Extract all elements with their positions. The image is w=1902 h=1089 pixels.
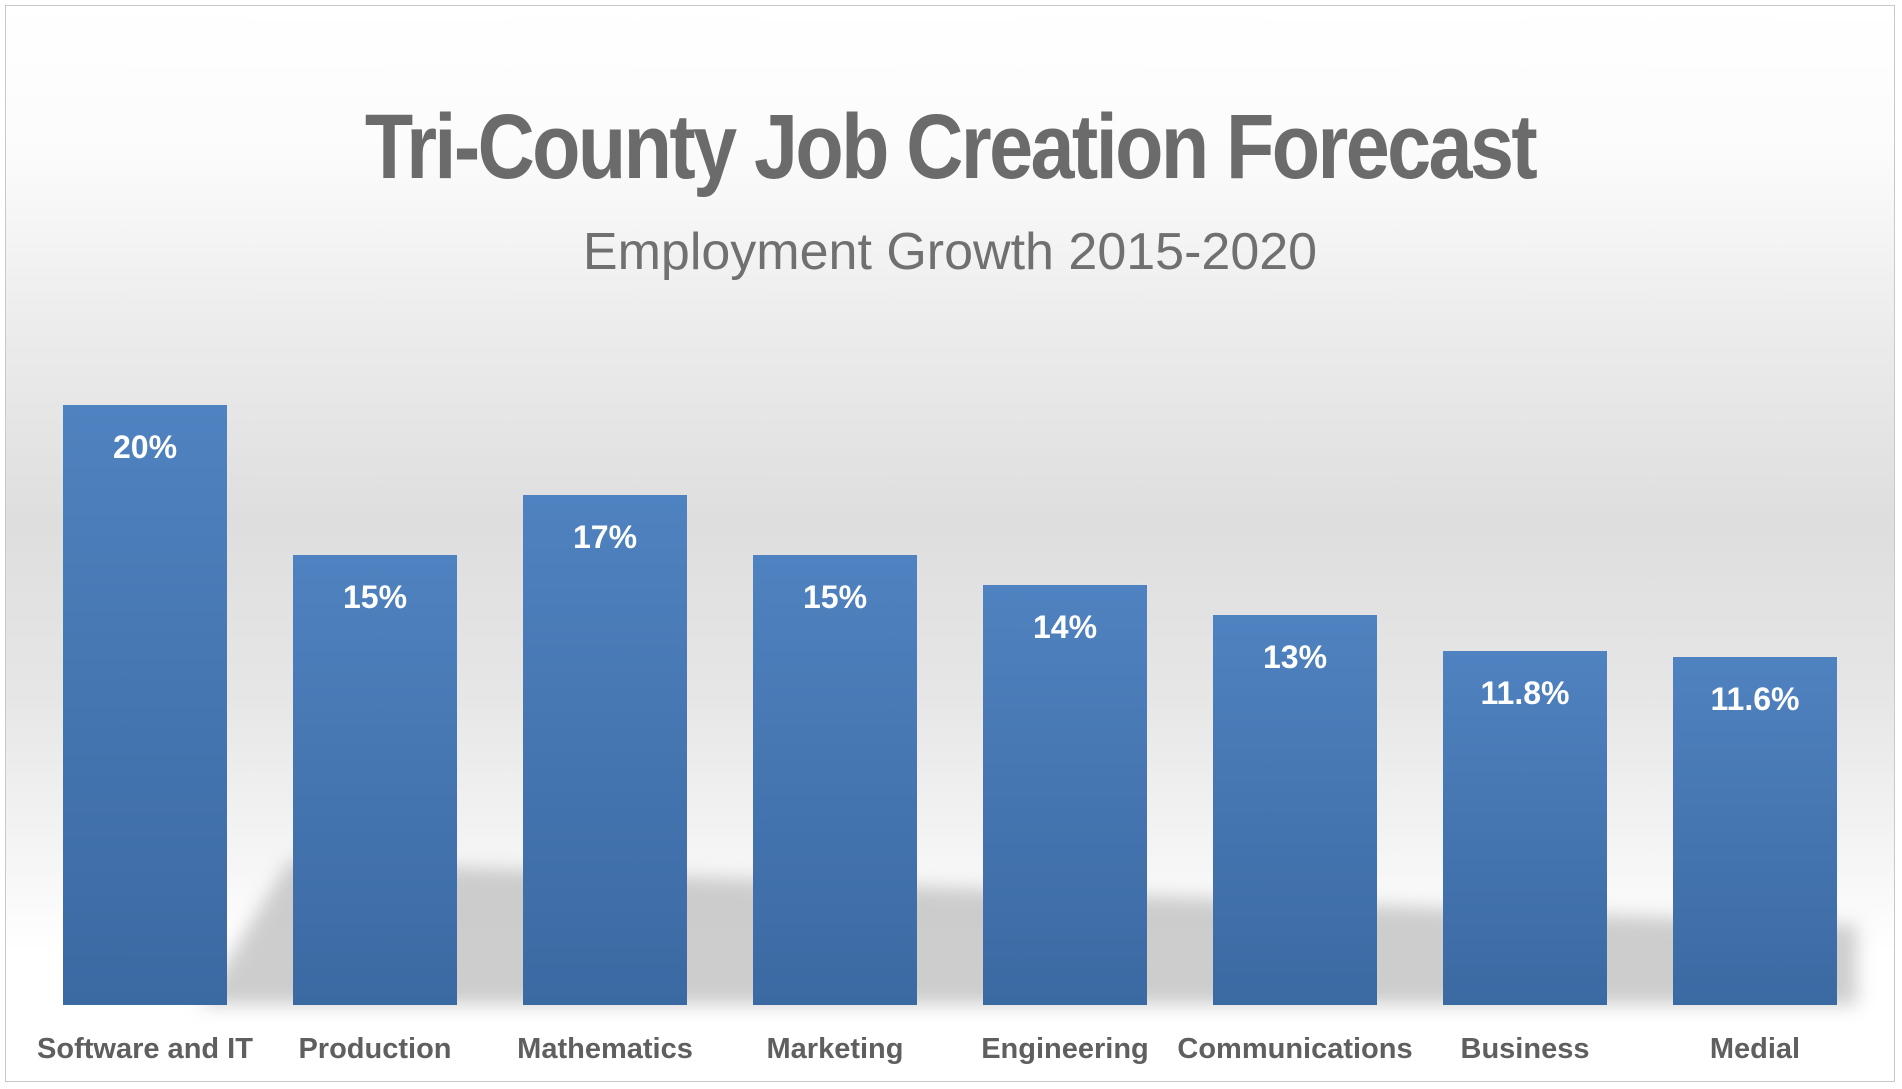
bar-value-label: 14% bbox=[1033, 609, 1097, 645]
bar-engineering bbox=[983, 585, 1147, 1005]
bar-medial bbox=[1673, 657, 1837, 1005]
bar-communications bbox=[1213, 615, 1377, 1005]
category-labels-group: Software and IT Production Mathematics Mark… bbox=[37, 1033, 1800, 1065]
bars-group bbox=[63, 405, 1837, 1005]
chart-subtitle: Employment Growth 2015-2020 bbox=[582, 223, 1318, 281]
bar-production bbox=[293, 555, 457, 1005]
category-label: Communications bbox=[1177, 1033, 1412, 1065]
bar-value-label: 13% bbox=[1263, 639, 1327, 675]
bar-marketing bbox=[753, 555, 917, 1005]
bar-value-label: 11.6% bbox=[1711, 681, 1800, 717]
bar-software-and-it bbox=[63, 405, 227, 1005]
bar-business bbox=[1443, 651, 1607, 1005]
value-labels-group: 20% 15% 17% 15% 14% 13% 11.8% 11.6% bbox=[113, 429, 1800, 717]
category-label: Production bbox=[298, 1033, 451, 1065]
bar-value-label: 11.8% bbox=[1481, 675, 1570, 711]
bar-value-label: 15% bbox=[343, 579, 407, 615]
bar-value-label: 17% bbox=[573, 519, 637, 555]
chart-title: Tri-County Job Creation Forecast bbox=[364, 96, 1538, 198]
category-label: Software and IT bbox=[37, 1033, 253, 1065]
category-label: Business bbox=[1461, 1033, 1590, 1065]
bar-value-label: 15% bbox=[803, 579, 867, 615]
category-label: Mathematics bbox=[517, 1033, 693, 1065]
bar-value-label: 20% bbox=[113, 429, 177, 465]
category-label: Engineering bbox=[981, 1033, 1149, 1065]
category-label: Marketing bbox=[767, 1033, 904, 1065]
bar-mathematics bbox=[523, 495, 687, 1005]
category-label: Medial bbox=[1710, 1033, 1800, 1065]
